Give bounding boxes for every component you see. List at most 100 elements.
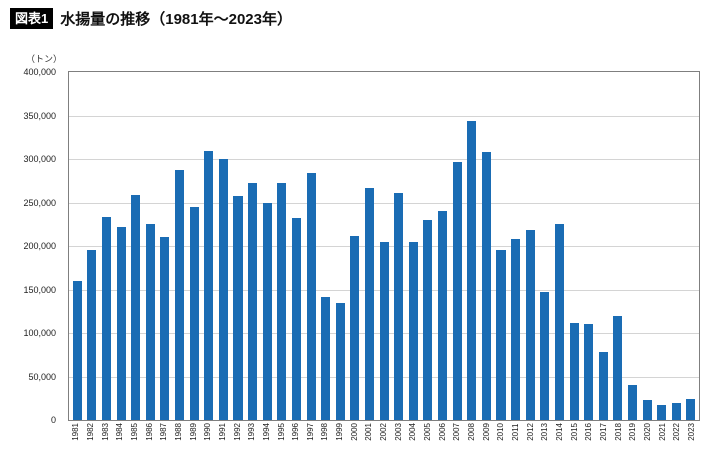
x-tick-slot: 2018: [611, 423, 626, 441]
x-tick-slot: 2003: [391, 423, 406, 441]
bar-1998: [321, 297, 331, 420]
bar-1983: [102, 217, 112, 420]
x-tick-slot: 2014: [553, 423, 568, 441]
bar-slot: [158, 237, 173, 420]
x-tick-label: 2018: [613, 423, 623, 441]
x-tick-slot: 1997: [304, 423, 319, 441]
bar-slot: [435, 211, 450, 420]
bar-slot: [128, 194, 143, 420]
bar-slot: [275, 182, 290, 420]
bar-slot: [669, 402, 684, 420]
bar-1990: [204, 151, 214, 420]
x-tick-label: 1982: [85, 423, 95, 441]
bar-2006: [438, 211, 448, 420]
x-tick-slot: 2002: [377, 423, 392, 441]
bar-1982: [87, 250, 97, 420]
x-tick-label: 2009: [481, 423, 491, 441]
bar-1997: [306, 172, 316, 420]
bar-slot: [260, 202, 275, 420]
x-tick-label: 2000: [349, 423, 359, 441]
x-tick-slot: 1989: [186, 423, 201, 441]
bar-slot: [114, 226, 129, 420]
bar-slot: [362, 187, 377, 420]
x-tick-label: 2021: [657, 423, 667, 441]
y-tick-label: 200,000: [23, 241, 56, 251]
x-tick-slot: 1985: [128, 423, 143, 441]
x-tick-label: 2006: [437, 423, 447, 441]
bar-2014: [554, 224, 564, 420]
bar-1985: [131, 194, 141, 420]
x-tick-label: 2019: [628, 423, 638, 441]
x-tick-label: 2005: [423, 423, 433, 441]
bar-2003: [394, 192, 404, 420]
bar-slot: [201, 151, 216, 420]
bar-1989: [189, 206, 199, 420]
bar-2002: [379, 241, 389, 420]
bar-slot: [231, 196, 246, 420]
x-tick-slot: 2005: [421, 423, 436, 441]
bar-slot: [494, 250, 509, 420]
bar-2012: [525, 230, 535, 420]
bar-slot: [70, 280, 85, 420]
x-tick-label: 1992: [232, 423, 242, 441]
x-tick-label: 2013: [540, 423, 550, 441]
bar-slot: [567, 322, 582, 420]
x-tick-slot: 2023: [685, 423, 700, 441]
bar-slot: [377, 241, 392, 420]
bar-slot: [654, 405, 669, 420]
bar-2000: [350, 236, 360, 420]
bar-slot: [245, 182, 260, 420]
x-tick-slot: 2004: [406, 423, 421, 441]
x-tick-slot: 2020: [641, 423, 656, 441]
x-tick-slot: 2015: [567, 423, 582, 441]
bar-1981: [72, 280, 82, 420]
bar-slot: [625, 385, 640, 420]
x-tick-slot: 1991: [216, 423, 231, 441]
x-tick-label: 2012: [525, 423, 535, 441]
bar-slot: [216, 159, 231, 420]
bar-2001: [364, 187, 375, 420]
x-tick-label: 1995: [276, 423, 286, 441]
x-tick-label: 1990: [203, 423, 213, 441]
bar-slot: [421, 219, 436, 420]
x-tick-label: 2023: [686, 423, 696, 441]
bar-slot: [581, 324, 596, 420]
x-tick-label: 2007: [452, 423, 462, 441]
x-tick-label: 1989: [188, 423, 198, 441]
x-tick-label: 2010: [496, 423, 506, 441]
y-tick-label: 150,000: [23, 284, 56, 295]
bar-2018: [613, 316, 623, 420]
bar-2015: [569, 322, 579, 420]
x-tick-slot: 2007: [450, 423, 465, 441]
bar-2013: [540, 292, 550, 420]
x-tick-slot: 2022: [670, 423, 685, 441]
x-tick-slot: 2012: [523, 423, 538, 441]
bar-slot: [333, 302, 348, 420]
x-tick-slot: 2017: [597, 423, 612, 441]
bar-slot: [464, 120, 479, 420]
x-tick-slot: 1986: [142, 423, 157, 441]
x-tick-label: 2020: [642, 423, 652, 441]
bar-1986: [145, 224, 155, 420]
gridline: [69, 159, 699, 160]
bar-slot: [684, 399, 699, 420]
y-tick-label: 350,000: [23, 110, 56, 121]
x-tick-slot: 1983: [98, 423, 113, 441]
y-tick-label: 300,000: [23, 154, 56, 164]
bar-slot: [143, 224, 158, 420]
y-tick-label: 400,000: [23, 67, 56, 77]
x-tick-label: 1997: [305, 423, 315, 441]
y-axis-unit-label: （トン）: [26, 54, 63, 64]
x-tick-slot: 1999: [333, 423, 348, 441]
y-tick-label: 50,000: [28, 371, 56, 382]
bar-slot: [479, 152, 494, 420]
x-tick-label: 1998: [320, 423, 330, 441]
bar-2008: [467, 120, 477, 420]
bar-2022: [671, 402, 681, 420]
x-tick-slot: 1987: [157, 423, 172, 441]
bar-2021: [657, 405, 667, 420]
bar-2004: [408, 241, 418, 420]
gridline: [69, 115, 699, 117]
bar-slot: [508, 239, 523, 420]
gridline: [69, 202, 699, 204]
